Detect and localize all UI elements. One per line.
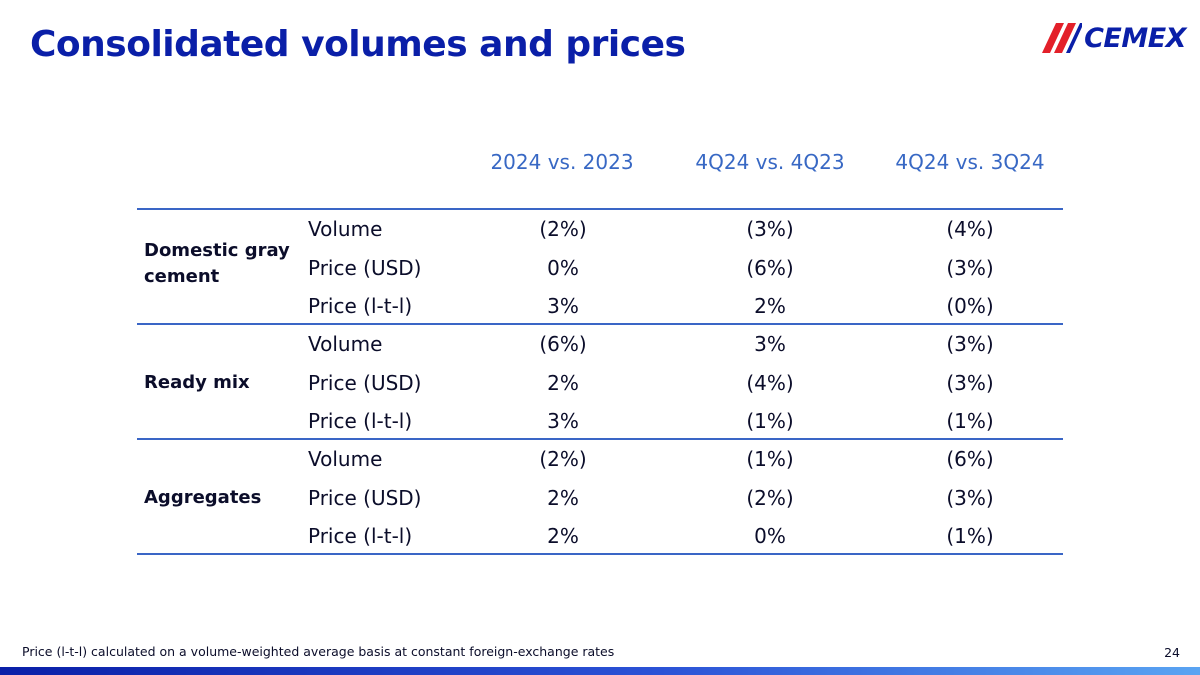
table-cell: (4%)	[946, 217, 994, 241]
table-cell: (3%)	[946, 485, 994, 510]
footnote: Price (l-t-l) calculated on a volume-wei…	[22, 644, 615, 659]
table-cell: (3%)	[746, 217, 794, 241]
table-cell: 0%	[754, 524, 786, 548]
table-cell: (2%)	[746, 485, 794, 510]
page-title: Consolidated volumes and prices	[30, 24, 686, 65]
table-rule-2	[137, 438, 1063, 440]
table-rule-top	[137, 208, 1063, 210]
group-label: Ready mix	[144, 372, 250, 393]
table-rule-bottom	[137, 553, 1063, 555]
metric-label: Price (l-t-l)	[308, 524, 413, 548]
group-label: Domestic gray cement	[144, 240, 290, 287]
table-cell: 3%	[547, 294, 579, 318]
table-cell: (6%)	[946, 447, 994, 471]
table-cell: 3%	[547, 409, 579, 433]
table-cell: (2%)	[539, 217, 587, 241]
cemex-logo: CEMEX	[1042, 20, 1186, 56]
table-cell: 2%	[547, 370, 579, 395]
table-cell: (3%)	[946, 332, 994, 356]
table-cell: (1%)	[746, 409, 794, 433]
column-header-4q24-vs-3q24: 4Q24 vs. 3Q24	[895, 150, 1045, 174]
cemex-slash-icon	[1042, 23, 1083, 53]
bottom-gradient-bar	[0, 667, 1200, 675]
table-cell: (0%)	[946, 294, 994, 318]
table-cell: 2%	[547, 524, 579, 548]
table-cell: 3%	[754, 332, 786, 356]
column-header-2024-vs-2023: 2024 vs. 2023	[490, 150, 634, 174]
page-number: 24	[1164, 645, 1180, 660]
table-cell: 0%	[547, 255, 579, 280]
column-header-4q24-vs-4q23: 4Q24 vs. 4Q23	[695, 150, 845, 174]
group-label: Aggregates	[144, 487, 262, 508]
table-cell: 2%	[547, 485, 579, 510]
table-cell: (2%)	[539, 447, 587, 471]
table-cell: 2%	[754, 294, 786, 318]
table-cell: (3%)	[946, 370, 994, 395]
table-cell: (1%)	[946, 409, 994, 433]
table-cell: (6%)	[539, 332, 587, 356]
logo-wordmark: CEMEX	[1084, 22, 1186, 54]
metric-label: Price (l-t-l)	[308, 294, 413, 318]
metric-label: Price (l-t-l)	[308, 409, 413, 433]
table-cell: (1%)	[946, 524, 994, 548]
metric-label: Price (USD)	[308, 255, 422, 280]
table-cell: (4%)	[746, 370, 794, 395]
table-cell: (3%)	[946, 255, 994, 280]
metric-label: Volume	[308, 447, 383, 471]
metric-label: Volume	[308, 332, 383, 356]
table-cell: (6%)	[746, 255, 794, 280]
metric-label: Price (USD)	[308, 370, 422, 395]
table-cell: (1%)	[746, 447, 794, 471]
table-rule-1	[137, 323, 1063, 325]
metric-label: Volume	[308, 217, 383, 241]
metric-label: Price (USD)	[308, 485, 422, 510]
